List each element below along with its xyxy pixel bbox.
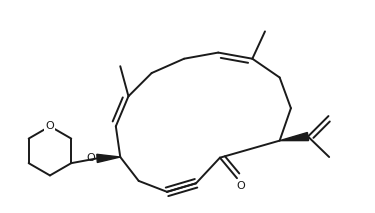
Text: O: O: [237, 181, 246, 191]
Text: O: O: [87, 153, 95, 163]
Polygon shape: [280, 132, 309, 141]
Polygon shape: [97, 154, 120, 163]
Text: O: O: [45, 121, 54, 131]
